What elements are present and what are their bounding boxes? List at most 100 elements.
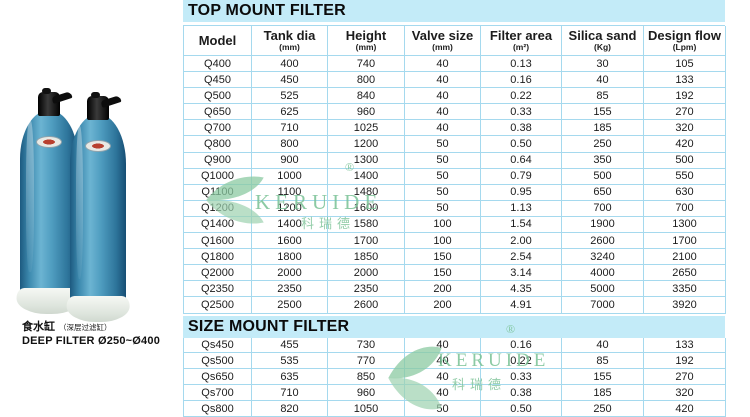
spec-tables: TOP MOUNT FILTER Model Tank dia (mm) Height… <box>183 0 726 417</box>
table-cell: 200 <box>405 281 481 298</box>
top-table-body: Q400 400 740 40 0.13 30 105 Q450 450 800 40 0.16 40 1… <box>183 56 726 314</box>
table-cell: 0.64 <box>481 152 562 169</box>
top-filter-title: TOP MOUNT FILTER <box>183 0 725 22</box>
table-cell: 1300 <box>328 152 405 169</box>
valve-cap-icon <box>87 92 109 120</box>
table-cell: 1.13 <box>481 200 562 217</box>
column-unit: (mm) <box>279 42 300 52</box>
table-cell: Q1100 <box>184 184 252 201</box>
column-header: Design flow (Lpm) <box>644 26 726 56</box>
table-cell: 50 <box>405 168 481 185</box>
column-label: Filter area <box>489 28 553 43</box>
column-label: Valve size <box>411 28 474 43</box>
table-row: Q400 400 740 40 0.13 30 105 <box>183 56 726 73</box>
table-cell: 2100 <box>644 249 726 266</box>
column-header: Valve size (mm) <box>405 26 481 56</box>
table-row: Q2000 2000 2000 150 3.14 4000 2650 <box>183 265 726 282</box>
table-cell: 40 <box>562 337 644 354</box>
table-row: Qs450 455 730 40 0.16 40 133 <box>183 337 726 354</box>
table-cell: 0.38 <box>481 120 562 137</box>
table-cell: 0.22 <box>481 88 562 105</box>
table-cell: 200 <box>405 297 481 314</box>
table-cell: 192 <box>644 353 726 370</box>
table-cell: 1700 <box>328 233 405 250</box>
table-cell: 1580 <box>328 216 405 234</box>
table-cell: 40 <box>405 120 481 137</box>
table-cell: 1200 <box>252 200 328 217</box>
table-row: Q500 525 840 40 0.22 85 192 <box>183 88 726 105</box>
table-cell: 400 <box>252 56 328 73</box>
table-cell: 1025 <box>328 120 405 137</box>
table-cell: 155 <box>562 369 644 386</box>
table-cell: 3240 <box>562 249 644 266</box>
table-cell: 625 <box>252 104 328 121</box>
table-cell: Q1800 <box>184 249 252 266</box>
table-cell: 5000 <box>562 281 644 298</box>
table-cell: 250 <box>562 136 644 153</box>
table-cell: 0.33 <box>481 104 562 121</box>
table-cell: 50 <box>405 200 481 217</box>
table-row: Q800 800 1200 50 0.50 250 420 <box>183 136 726 153</box>
table-row: Q650 625 960 40 0.33 155 270 <box>183 104 726 121</box>
column-header: Model <box>184 26 252 56</box>
table-row: Qs800 820 1050 50 0.50 250 420 <box>183 401 726 417</box>
table-cell: 3920 <box>644 297 726 314</box>
table-cell: 2600 <box>328 297 405 314</box>
table-cell: 4.91 <box>481 297 562 314</box>
table-cell: 100 <box>405 233 481 250</box>
table-cell: 650 <box>562 184 644 201</box>
table-cell: 0.50 <box>481 136 562 153</box>
column-unit: (Kg) <box>594 42 611 52</box>
table-row: Q700 710 1025 40 0.38 185 320 <box>183 120 726 137</box>
column-unit: (mm) <box>432 42 453 52</box>
table-cell: 50 <box>405 136 481 153</box>
table-row: Q450 450 800 40 0.16 40 133 <box>183 72 726 89</box>
tank-brand-label <box>85 140 111 152</box>
column-header: Filter area (m²) <box>481 26 562 56</box>
column-label: Tank dia <box>263 28 316 43</box>
table-cell: 700 <box>562 200 644 217</box>
product-photo <box>12 68 174 322</box>
table-cell: 0.16 <box>481 337 562 354</box>
caption-english: DEEP FILTER <box>22 335 95 347</box>
table-cell: 40 <box>405 337 481 354</box>
filter-tank-right <box>66 92 130 322</box>
table-cell: 40 <box>405 72 481 89</box>
table-cell: 535 <box>252 353 328 370</box>
table-cell: 1200 <box>328 136 405 153</box>
table-cell: Q500 <box>184 88 252 105</box>
product-panel: 食水缸 （深层过滤缸） DEEP FILTER Ø250~Ø400 <box>0 0 183 417</box>
table-cell: 2000 <box>328 265 405 282</box>
table-cell: 1600 <box>328 200 405 217</box>
table-cell: Q450 <box>184 72 252 89</box>
caption-chinese: 食水缸 <box>22 321 55 333</box>
table-cell: 700 <box>644 200 726 217</box>
table-cell: 105 <box>644 56 726 73</box>
tank-base <box>66 296 130 322</box>
table-cell: Qs700 <box>184 385 252 402</box>
table-cell: 710 <box>252 120 328 137</box>
caption-chinese-sub: （深层过滤缸） <box>59 323 112 332</box>
table-row: Q1600 1600 1700 100 2.00 2600 1700 <box>183 233 726 250</box>
table-cell: 250 <box>562 401 644 417</box>
table-cell: 1480 <box>328 184 405 201</box>
table-cell: 40 <box>405 88 481 105</box>
table-cell: 1400 <box>252 216 328 234</box>
table-cell: Q700 <box>184 120 252 137</box>
table-cell: 1800 <box>252 249 328 266</box>
table-cell: 320 <box>644 385 726 402</box>
table-cell: 4.35 <box>481 281 562 298</box>
table-cell: Qs500 <box>184 353 252 370</box>
column-header: Silica sand (Kg) <box>562 26 644 56</box>
table-cell: 2500 <box>252 297 328 314</box>
table-cell: 850 <box>328 369 405 386</box>
table-cell: 40 <box>562 72 644 89</box>
table-cell: 85 <box>562 88 644 105</box>
table-cell: 730 <box>328 337 405 354</box>
table-cell: Q1400 <box>184 216 252 234</box>
table-cell: 800 <box>328 72 405 89</box>
table-cell: 133 <box>644 337 726 354</box>
column-header: Height (mm) <box>328 26 405 56</box>
table-cell: 2000 <box>252 265 328 282</box>
table-cell: 270 <box>644 104 726 121</box>
